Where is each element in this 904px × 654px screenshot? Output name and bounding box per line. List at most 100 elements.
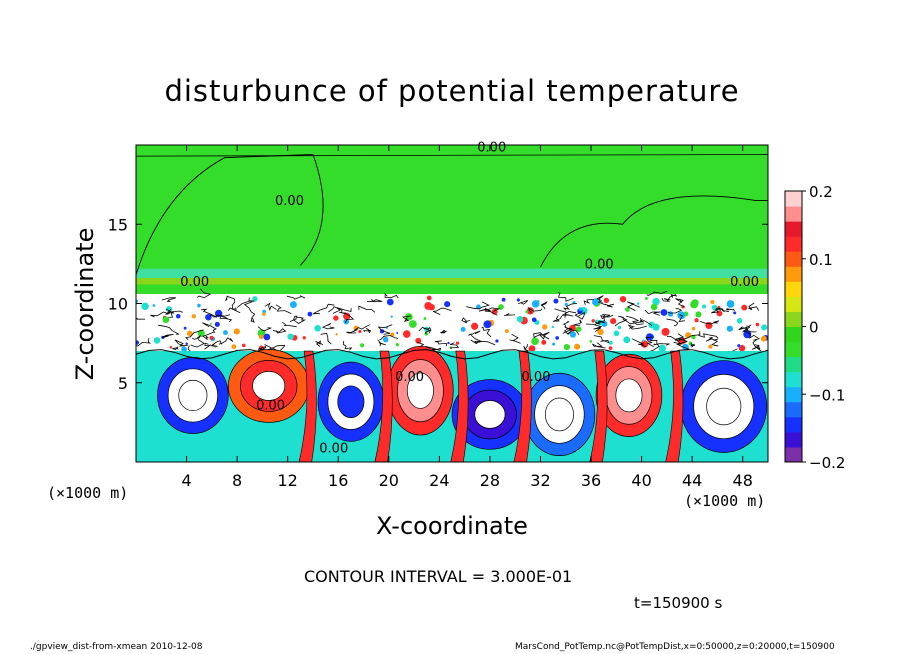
turbulence-contour bbox=[614, 315, 628, 327]
colorbar-swatch bbox=[785, 341, 802, 358]
turbulence-contour bbox=[554, 308, 567, 318]
turbulence-speck bbox=[423, 317, 427, 320]
turbulence-contour bbox=[272, 328, 287, 334]
turbulence-contour bbox=[631, 338, 647, 348]
turbulence-speck bbox=[613, 330, 620, 337]
turbulence-speck bbox=[152, 304, 156, 307]
turbulence-contour bbox=[666, 318, 679, 326]
turbulence-contour bbox=[667, 308, 683, 314]
turbulence-speck bbox=[501, 297, 506, 302]
turbulence-speck bbox=[424, 301, 433, 310]
turbulence-contour bbox=[362, 328, 372, 334]
turbulence-speck bbox=[333, 315, 339, 321]
turbulence-contour bbox=[339, 311, 355, 324]
turbulence-contour bbox=[150, 309, 172, 318]
turbulence-contour bbox=[690, 342, 695, 348]
turbulence-contour bbox=[264, 344, 286, 351]
x-tick-label: 32 bbox=[530, 471, 550, 490]
turbulence-contour bbox=[585, 323, 603, 332]
upper-contour bbox=[136, 154, 324, 276]
turbulence-speck bbox=[205, 313, 212, 321]
turbulence-speck bbox=[209, 335, 214, 340]
turbulence-contour bbox=[190, 339, 205, 348]
turbulence-speck bbox=[658, 344, 667, 353]
colorbar-swatch bbox=[785, 371, 802, 388]
turbulence-speck bbox=[343, 312, 351, 320]
turbulence-speck bbox=[223, 330, 228, 336]
turbulence-contour bbox=[738, 324, 748, 331]
turbulence-speck bbox=[690, 300, 699, 309]
turbulence-contour bbox=[466, 301, 490, 310]
colorbar-swatch bbox=[785, 251, 802, 267]
turbulence-contour bbox=[219, 315, 233, 322]
turbulence-contour bbox=[523, 344, 532, 353]
turbulence-speck bbox=[737, 344, 741, 348]
turbulence-contour bbox=[653, 343, 670, 346]
turbulence-speck bbox=[471, 322, 479, 330]
turbulence-contour bbox=[625, 315, 644, 326]
colorbar-tick-label: −0.2 bbox=[809, 454, 845, 472]
turbulence-speck bbox=[263, 333, 271, 341]
turbulence-speck bbox=[360, 343, 365, 348]
convective-cell bbox=[544, 397, 574, 432]
turbulence-contour bbox=[353, 324, 370, 332]
turbulence-speck bbox=[702, 304, 707, 309]
contour-label: 0.00 bbox=[585, 258, 614, 273]
turbulence-contour bbox=[667, 293, 678, 301]
contour-label: 0.00 bbox=[180, 275, 209, 290]
turbulence-speck bbox=[197, 329, 205, 337]
colorbar-swatch bbox=[785, 281, 802, 297]
turbulence-speck bbox=[495, 339, 499, 343]
boundary-contour bbox=[136, 349, 768, 360]
turbulence-contour bbox=[552, 315, 563, 322]
turbulence-speck bbox=[553, 298, 559, 304]
turbulence-contour bbox=[600, 314, 614, 320]
turbulence-contour bbox=[168, 310, 183, 318]
turbulence-contour bbox=[752, 339, 761, 350]
turbulence-contour bbox=[185, 329, 204, 340]
turbulence-speck bbox=[597, 328, 604, 336]
upper-contour bbox=[540, 195, 768, 268]
turbulence-speck bbox=[287, 333, 294, 340]
turbulence-contour bbox=[320, 332, 332, 345]
turbulence-speck bbox=[516, 298, 520, 302]
turbulence-speck bbox=[741, 304, 748, 311]
turbulence-contour bbox=[742, 324, 752, 332]
turbulence-speck bbox=[302, 336, 306, 340]
field-strip bbox=[136, 268, 768, 279]
x-tick-label: 48 bbox=[733, 471, 753, 490]
turbulence-speck bbox=[395, 342, 400, 347]
turbulence-contour bbox=[257, 326, 273, 332]
convective-cell bbox=[615, 378, 643, 413]
contour-labels: 0.00 0.00 0.00 0.00 0.00 0.00 0.00 0.00 0.00 bbox=[180, 140, 759, 456]
turbulence-contour bbox=[557, 292, 574, 302]
colorbar-swatch bbox=[785, 221, 802, 237]
convective-cell bbox=[252, 370, 286, 401]
colorbar-swatch bbox=[785, 416, 802, 433]
turbulence-contour bbox=[202, 322, 217, 333]
turbulence-contour bbox=[434, 340, 447, 347]
convective-cell bbox=[406, 372, 434, 409]
turbulence-speck bbox=[214, 321, 220, 327]
turbulence-contour bbox=[563, 303, 578, 311]
turbulence-speck bbox=[603, 297, 610, 304]
turbulence-contour bbox=[675, 333, 688, 342]
turbulence-speck bbox=[569, 331, 577, 338]
contour-label: 0.00 bbox=[395, 370, 424, 385]
turbulence-contour bbox=[645, 336, 654, 348]
colorbar-swatch bbox=[785, 326, 802, 343]
turbulence-speck bbox=[141, 302, 149, 311]
y-tick-label: 10 bbox=[108, 295, 128, 314]
turbulence-contour bbox=[377, 324, 393, 335]
turbulence-contour bbox=[136, 338, 152, 347]
turbulence-contour bbox=[674, 331, 701, 341]
turbulence-contour bbox=[592, 342, 606, 349]
turbulence-speck bbox=[358, 329, 362, 334]
turbulence-contour bbox=[328, 306, 346, 314]
x-tick-label: 40 bbox=[631, 471, 651, 490]
plume bbox=[298, 350, 317, 462]
turbulence-contour bbox=[440, 329, 448, 334]
turbulence-contour bbox=[509, 333, 521, 344]
turbulence-contour bbox=[540, 301, 548, 310]
x-tick-label: 8 bbox=[232, 471, 242, 490]
